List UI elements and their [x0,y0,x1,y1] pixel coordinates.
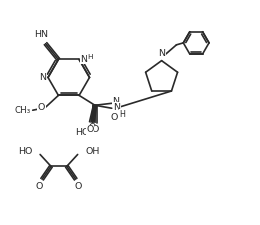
Text: O: O [88,124,96,133]
Text: CH₃: CH₃ [15,106,31,115]
Text: O: O [91,126,99,135]
Text: O: O [38,103,45,112]
Text: H: H [120,110,126,119]
Text: HO: HO [18,147,32,156]
Text: N: N [113,103,120,112]
Text: N: N [158,49,165,58]
Text: HO: HO [75,128,89,137]
Text: O: O [75,182,82,191]
Text: H: H [113,107,118,113]
Text: H: H [87,54,93,60]
Text: HN: HN [35,30,49,39]
Text: N: N [81,55,88,64]
Text: N: N [112,97,119,106]
Text: OH: OH [86,147,100,156]
Text: O: O [35,182,43,191]
Text: O: O [86,126,94,135]
Text: N: N [40,73,47,82]
Text: O: O [110,113,118,122]
